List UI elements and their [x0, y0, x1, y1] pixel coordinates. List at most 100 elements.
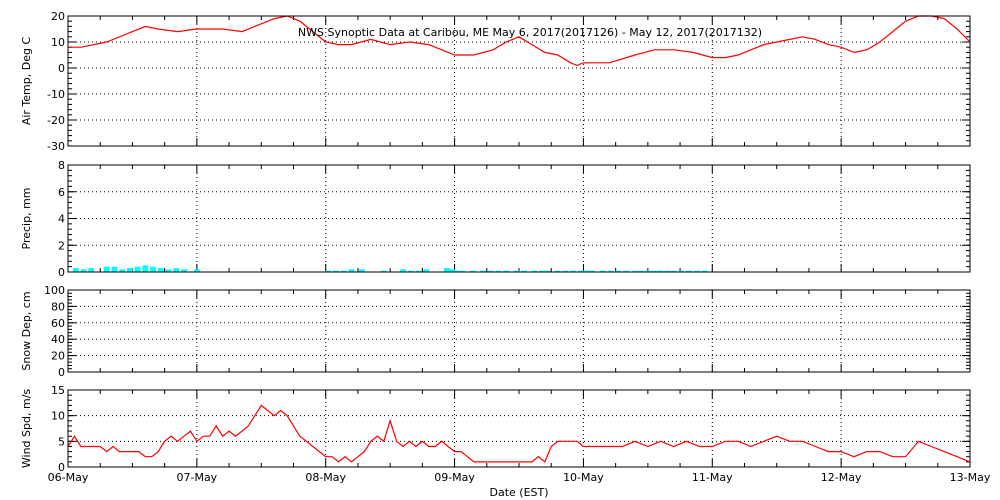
- precip-bar: [358, 269, 365, 272]
- precip-bar: [142, 265, 149, 272]
- precip-bar: [415, 270, 422, 272]
- precip-bar: [581, 270, 588, 272]
- precip-bar: [632, 270, 638, 272]
- temp-ytick-label: -10: [47, 88, 65, 101]
- x-tick-label: 12-May: [821, 471, 862, 484]
- precip-bar: [193, 269, 200, 272]
- wind-ytick-label: 0: [58, 461, 65, 474]
- temp-y-axis-label: Air Temp, Deg C: [20, 37, 33, 126]
- precip-bar: [487, 270, 494, 272]
- precip-bar: [72, 267, 79, 272]
- precip-bar: [134, 266, 141, 272]
- precip-y-axis-label: Precip, mm: [20, 188, 33, 250]
- chart-panels: -30 -20 -10 0 10 20 Air Temp, Deg C 0 2 4 6 8 Precip…: [20, 10, 991, 484]
- precip-bar: [348, 269, 355, 272]
- snow-ytick-label: 60: [51, 317, 65, 330]
- precip-bar: [173, 267, 180, 272]
- precip-bar: [599, 270, 606, 272]
- precip-bar: [651, 270, 658, 272]
- precip-bar: [693, 270, 700, 272]
- snow-y-axis-label: Snow Dep, cm: [20, 291, 33, 370]
- precip-bar: [480, 270, 486, 272]
- snow-ytick-label: 40: [51, 333, 65, 346]
- precip-bar: [701, 270, 708, 272]
- precip-bar: [380, 270, 387, 272]
- precip-bar: [333, 270, 339, 272]
- x-tick-label: 10-May: [563, 471, 604, 484]
- precip-bar: [119, 269, 126, 272]
- wind-series-line: [67, 404, 971, 463]
- precip-bar: [325, 270, 332, 272]
- precip-bar: [531, 270, 538, 272]
- precip-bar: [495, 270, 502, 272]
- x-tick-label: 08-May: [305, 471, 346, 484]
- wind-frame: [67, 389, 971, 468]
- snow-frame: [67, 289, 971, 373]
- precip-bar: [126, 267, 133, 272]
- precip-bar: [638, 270, 645, 272]
- precip-bar: [521, 270, 528, 272]
- precip-bar: [577, 270, 584, 272]
- x-tick-label: 13-May: [950, 471, 991, 484]
- temp-ytick-label: -30: [47, 140, 65, 153]
- wind-ytick-label: 15: [51, 384, 65, 397]
- snow-ytick-label: 0: [58, 366, 65, 379]
- precip-bar: [150, 266, 156, 272]
- x-tick-label: 07-May: [176, 471, 217, 484]
- precip-ytick-label: 2: [58, 239, 65, 252]
- x-axis-label: Date (EST): [489, 486, 548, 499]
- precip-bar: [678, 270, 685, 272]
- precip-bar: [165, 269, 172, 272]
- temp-series-line: [68, 15, 971, 67]
- precip-bar: [469, 270, 476, 272]
- precip-bar: [88, 267, 95, 272]
- precip-bar: [539, 270, 546, 272]
- precip-bar: [570, 270, 577, 272]
- precip-bar: [562, 270, 569, 272]
- precip-bar: [554, 270, 561, 272]
- precip-bar: [585, 270, 592, 272]
- precip-bar: [623, 270, 629, 272]
- precip-bar: [407, 270, 414, 272]
- temp-ytick-label: 0: [58, 62, 65, 75]
- precip-bar: [80, 269, 87, 272]
- precip-ytick-label: 0: [58, 266, 65, 279]
- temp-panel: -30 -20 -10 0 10 20 Air Temp, Deg C: [20, 10, 971, 153]
- precip-bar: [181, 269, 187, 272]
- precip-ytick-label: 8: [58, 159, 65, 172]
- wind-ytick-label: 10: [51, 410, 65, 423]
- temp-frame: [67, 15, 971, 147]
- x-tick-label: 06-May: [48, 471, 89, 484]
- snow-ytick-label: 20: [51, 350, 65, 363]
- snow-panel: 0 20 40 60 80 100 Snow Dep, cm: [20, 284, 971, 379]
- precip-bar: [340, 270, 347, 272]
- precip-ytick-label: 6: [58, 186, 65, 199]
- precip-bar: [589, 270, 596, 272]
- precip-bar: [157, 267, 164, 272]
- x-tick-label: 11-May: [692, 471, 733, 484]
- precip-bar: [670, 270, 677, 272]
- precip-bar: [664, 270, 671, 272]
- precip-panel: 0 2 4 6 8 Precip, mm: [20, 159, 971, 279]
- precip-bar: [423, 269, 430, 272]
- chart-title: NWS Synoptic Data at Caribou, ME May 6, …: [298, 26, 762, 39]
- precip-ytick-label: 4: [58, 213, 65, 226]
- precip-bar: [449, 269, 455, 272]
- x-tick-labels: 06-May 07-May 08-May 09-May 10-May 11-May 12-M…: [48, 471, 991, 484]
- precip-bar: [443, 267, 450, 272]
- wind-panel: 0 5 10 15 Wind Spd, m/s: [20, 384, 971, 474]
- precip-bar: [544, 270, 551, 272]
- precip-bar: [657, 270, 664, 272]
- precip-bar: [454, 270, 461, 272]
- precip-bar: [111, 266, 118, 272]
- precip-bar: [513, 270, 520, 272]
- wind-y-axis-label: Wind Spd, m/s: [20, 389, 33, 469]
- precip-bar: [459, 270, 466, 272]
- temp-ytick-label: 10: [51, 36, 65, 49]
- snow-ytick-label: 100: [44, 284, 65, 297]
- precip-frame: [67, 164, 971, 273]
- precip-bar: [644, 270, 651, 272]
- x-tick-label: 09-May: [434, 471, 475, 484]
- precip-bar: [615, 270, 622, 272]
